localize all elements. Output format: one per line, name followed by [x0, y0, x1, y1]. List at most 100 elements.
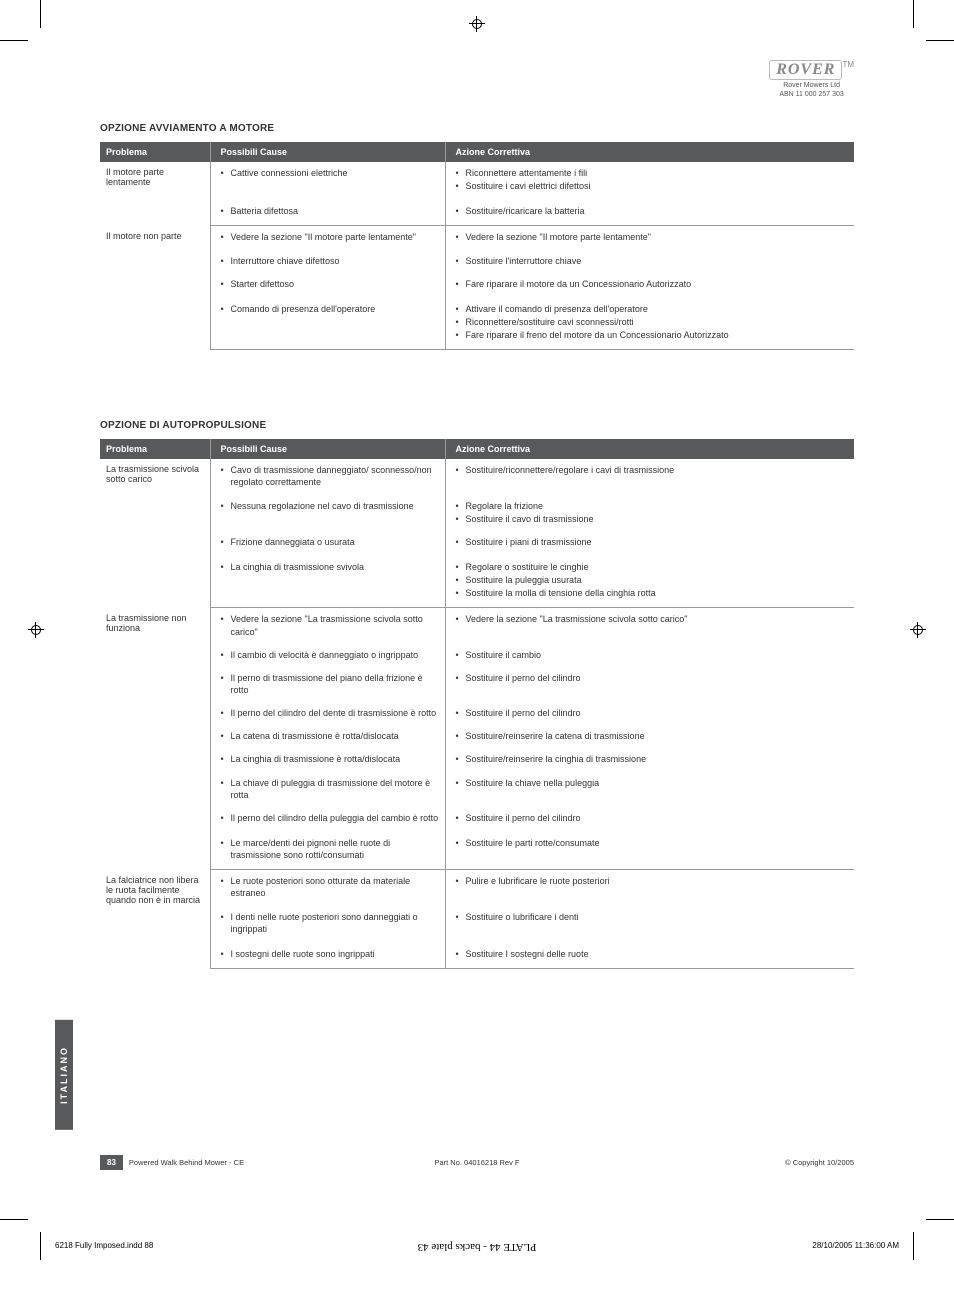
table-row: La trasmissione non funzionaVedere la se… [100, 608, 854, 644]
cell-action: Sostituire il cambio [445, 644, 854, 667]
cell-cause: Vedere la sezione "La trasmissione scivo… [210, 608, 445, 644]
table-row: I sostegni delle ruote sono ingrippatiSo… [100, 941, 854, 969]
crop-mark [40, 1232, 41, 1260]
cell-cause: La cinghia di trasmissione svivola [210, 554, 445, 608]
table-row: La cinghia di trasmissione svivolaRegola… [100, 554, 854, 608]
table-row: Le marce/denti dei pignoni nelle ruote d… [100, 830, 854, 870]
cell-problem: La trasmissione non funziona [100, 608, 210, 870]
th-cause: Possibili Cause [210, 142, 445, 162]
table-row: Il perno di trasmissione del piano della… [100, 667, 854, 702]
cell-cause: Il cambio di velocità è danneggiato o in… [210, 644, 445, 667]
th-problem: Problema [100, 439, 210, 459]
table-row: Il motore parte lentamenteCattive connes… [100, 162, 854, 198]
cell-action: Vedere la sezione "La trasmissione scivo… [445, 608, 854, 644]
cell-action: Vedere la sezione "Il motore parte lenta… [445, 226, 854, 250]
cell-problem: La trasmissione scivola sotto carico [100, 459, 210, 608]
cell-action: Sostituire il perno del cilindro [445, 807, 854, 830]
cell-cause: I sostegni delle ruote sono ingrippati [210, 941, 445, 969]
section1-title: OPZIONE AVVIAMENTO A MOTORE [100, 123, 854, 134]
page-number: 83 [100, 1155, 123, 1170]
cell-action: Sostituire l'interruttore chiave [445, 250, 854, 273]
table-row: Batteria difettosaSostituire/ricaricare … [100, 198, 854, 226]
language-tab: ITALIANO [55, 1020, 73, 1130]
registration-mark [910, 622, 926, 638]
cell-action: Pulire e lubrificare le ruote posteriori [445, 870, 854, 906]
footer-bar: 83 Powered Walk Behind Mower - CE Part N… [100, 1155, 854, 1170]
cell-action: Sostituire la chiave nella puleggia [445, 772, 854, 807]
table-row: Frizione danneggiata o usurataSostituire… [100, 531, 854, 554]
table-row: Il motore non parteVedere la sezione "Il… [100, 226, 854, 250]
th-action: Azione Correttiva [445, 439, 854, 459]
crop-mark [926, 40, 954, 41]
table-row: Starter difettosoFare riparare il motore… [100, 273, 854, 296]
table-row: Interruttore chiave difettosoSostituire … [100, 250, 854, 273]
table-row: La chiave di puleggia di trasmissione de… [100, 772, 854, 807]
cell-cause: La catena di trasmissione è rotta/disloc… [210, 725, 445, 748]
cell-cause: Starter difettoso [210, 273, 445, 296]
th-cause: Possibili Cause [210, 439, 445, 459]
cell-problem: Il motore non parte [100, 226, 210, 350]
table-row: Il cambio di velocità è danneggiato o in… [100, 644, 854, 667]
cell-action: Sostituire/reinserire la catena di trasm… [445, 725, 854, 748]
logo-tm: TM [842, 60, 854, 69]
cell-action: Sostituire/reinserire la cinghia di tras… [445, 748, 854, 771]
cell-cause: Frizione danneggiata o usurata [210, 531, 445, 554]
cell-action: Fare riparare il motore da un Concession… [445, 273, 854, 296]
registration-mark [28, 622, 44, 638]
cell-cause: Il perno di trasmissione del piano della… [210, 667, 445, 702]
th-problem: Problema [100, 142, 210, 162]
crop-mark [40, 0, 41, 28]
cell-action: Regolare la frizioneSostituire il cavo d… [445, 495, 854, 531]
cell-cause: Comando di presenza dell'operatore [210, 296, 445, 350]
cell-cause: Batteria difettosa [210, 198, 445, 226]
cell-cause: I denti nelle ruote posteriori sono dann… [210, 906, 445, 941]
section1-table: Problema Possibili Cause Azione Corretti… [100, 142, 854, 350]
table-row: La trasmissione scivola sotto caricoCavo… [100, 459, 854, 494]
registration-mark [469, 16, 485, 32]
imprint-left: 6218 Fully Imposed.indd 88 [55, 1241, 153, 1250]
footer-center: Part No. 04016218 Rev F [434, 1158, 519, 1167]
crop-mark [926, 1219, 954, 1220]
crop-mark [0, 40, 28, 41]
cell-cause: Le ruote posteriori sono otturate da mat… [210, 870, 445, 906]
footer-left: Powered Walk Behind Mower - CE [129, 1158, 244, 1167]
logo-abn: ABN 11 000 257 303 [769, 91, 854, 98]
cell-cause: Vedere la sezione "Il motore parte lenta… [210, 226, 445, 250]
cell-cause: La chiave di puleggia di trasmissione de… [210, 772, 445, 807]
logo-brand: ROVER [769, 60, 842, 80]
document-page: ROVERTM Rover Mowers Ltd ABN 11 000 257 … [0, 0, 954, 1260]
imprint-bar: 6218 Fully Imposed.indd 88 PLATE 44 - ba… [55, 1241, 899, 1250]
section2-table: Problema Possibili Cause Azione Corretti… [100, 439, 854, 969]
imprint-right: 28/10/2005 11:36:00 AM [812, 1241, 899, 1250]
th-action: Azione Correttiva [445, 142, 854, 162]
cell-cause: Interruttore chiave difettoso [210, 250, 445, 273]
crop-mark [913, 0, 914, 28]
cell-cause: Cavo di trasmissione danneggiato/ sconne… [210, 459, 445, 494]
section2-title: OPZIONE DI AUTOPROPULSIONE [100, 420, 854, 431]
cell-action: Riconnettere attentamente i filiSostitui… [445, 162, 854, 198]
crop-mark [913, 1232, 914, 1260]
cell-action: Sostituire il perno del cilindro [445, 702, 854, 725]
table-row: La falciatrice non libera le ruota facil… [100, 870, 854, 906]
cell-action: Regolare o sostituire le cinghieSostitui… [445, 554, 854, 608]
imprint-center: PLATE 44 - backs plate 43 [418, 1241, 537, 1253]
logo-company: Rover Mowers Ltd [769, 82, 854, 89]
cell-cause: Le marce/denti dei pignoni nelle ruote d… [210, 830, 445, 870]
cell-action: Sostituire o lubrificare i denti [445, 906, 854, 941]
cell-problem: Il motore parte lentamente [100, 162, 210, 226]
crop-mark [0, 1219, 28, 1220]
cell-cause: La cinghia di trasmissione è rotta/dislo… [210, 748, 445, 771]
cell-cause: Nessuna regolazione nel cavo di trasmiss… [210, 495, 445, 531]
cell-cause: Cattive connessioni elettriche [210, 162, 445, 198]
cell-action: Sostituire le parti rotte/consumate [445, 830, 854, 870]
cell-problem: La falciatrice non libera le ruota facil… [100, 870, 210, 969]
header-logo-block: ROVERTM Rover Mowers Ltd ABN 11 000 257 … [100, 60, 854, 101]
cell-action: Sostituire il perno del cilindro [445, 667, 854, 702]
table-row: Il perno del cilindro del dente di trasm… [100, 702, 854, 725]
table-row: La cinghia di trasmissione è rotta/dislo… [100, 748, 854, 771]
table-row: Comando di presenza dell'operatoreAttiva… [100, 296, 854, 350]
table-row: I denti nelle ruote posteriori sono dann… [100, 906, 854, 941]
cell-action: Sostituire/ricaricare la batteria [445, 198, 854, 226]
cell-action: Attivare il comando di presenza dell'ope… [445, 296, 854, 350]
cell-cause: Il perno del cilindro del dente di trasm… [210, 702, 445, 725]
